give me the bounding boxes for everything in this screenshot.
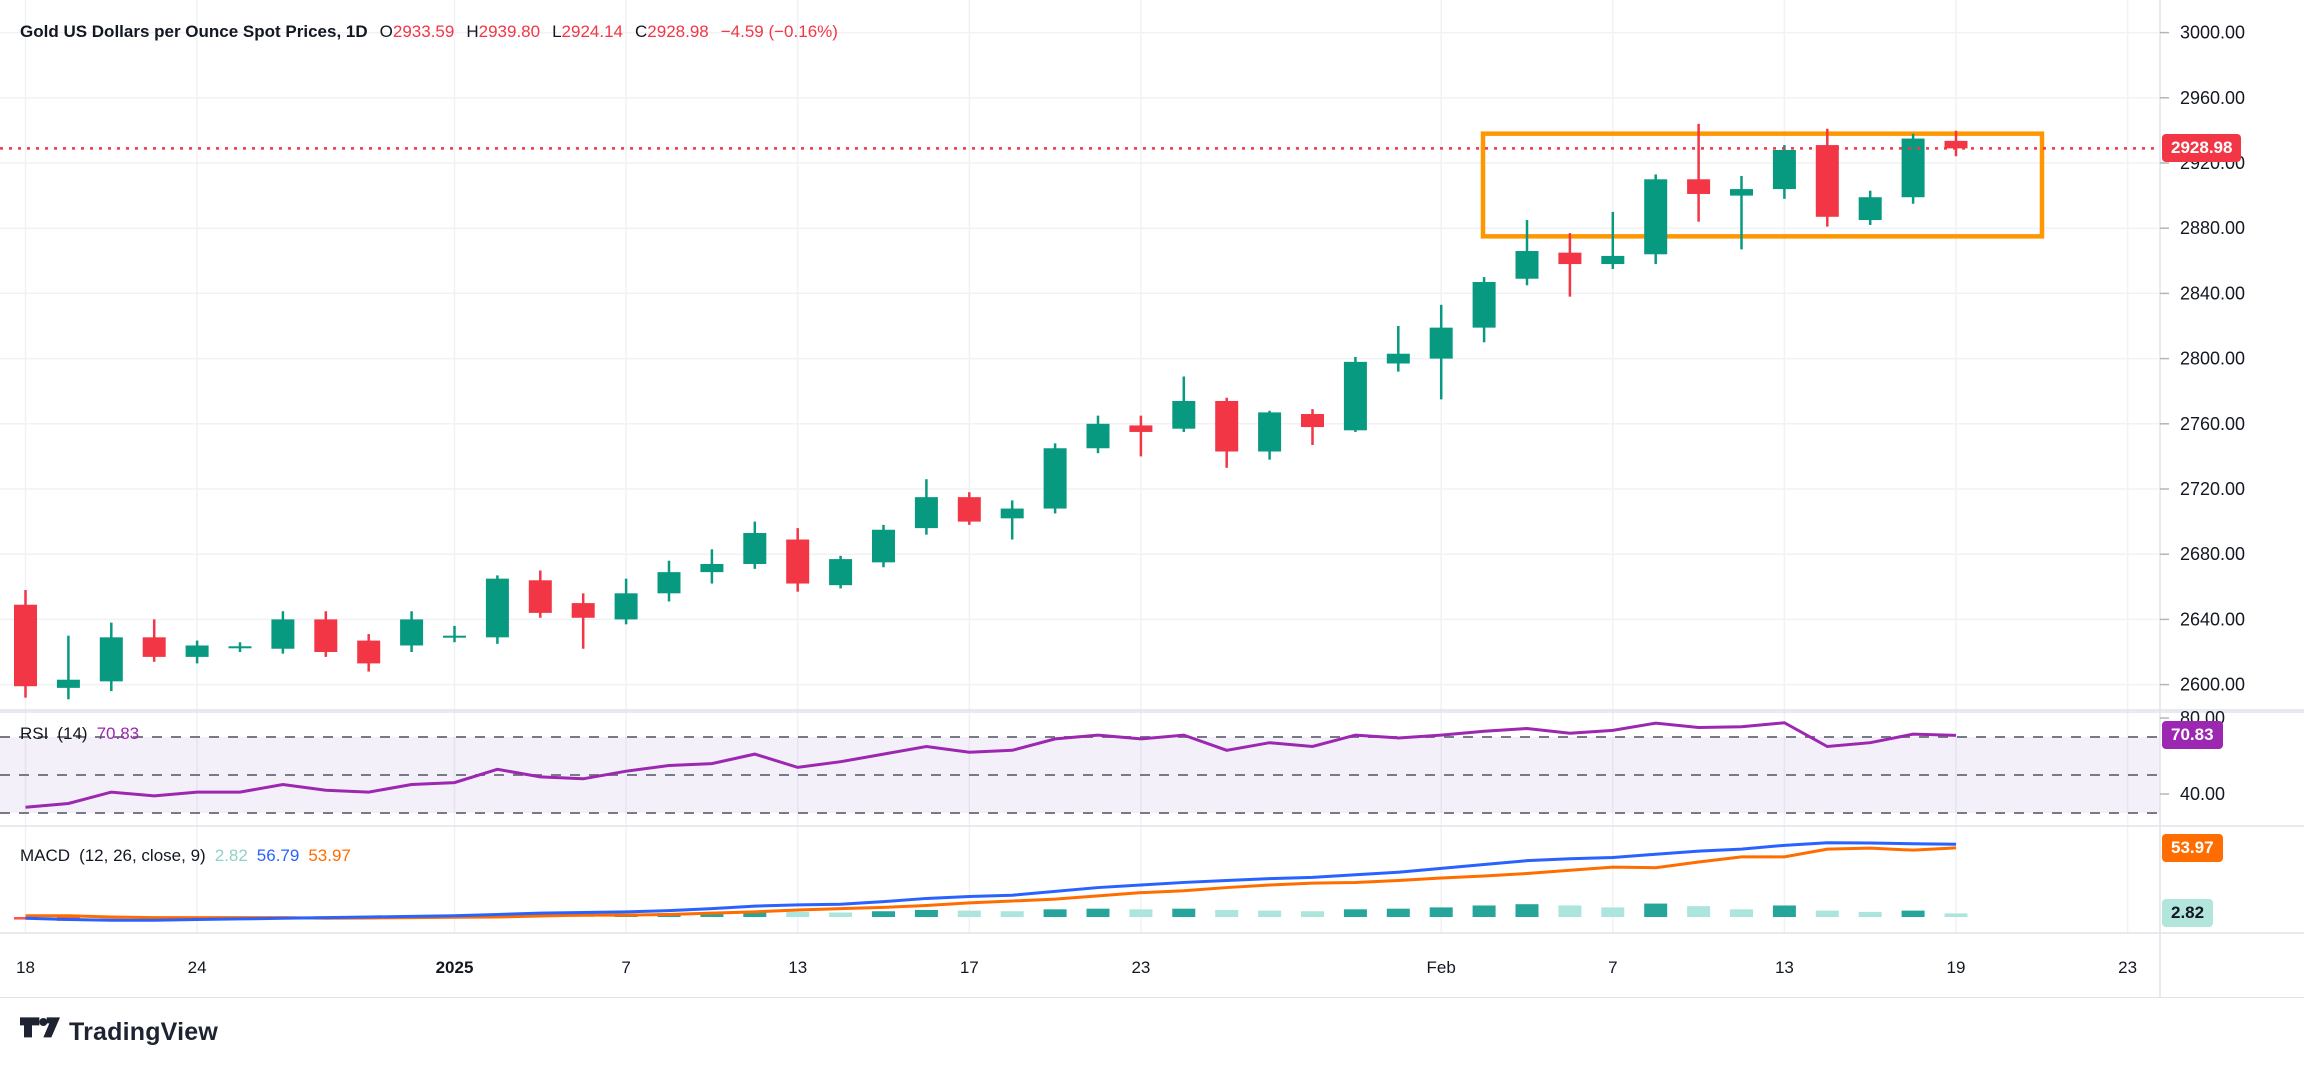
macd-signal-badge: 53.97 [2162,833,2223,862]
rsi-label: RSI [20,724,49,743]
svg-text:7: 7 [1608,958,1617,977]
svg-text:13: 13 [788,958,807,977]
rsi-value-badge: 70.83 [2162,721,2223,750]
svg-text:2840.00: 2840.00 [2180,283,2245,303]
highlight-box[interactable] [1480,131,2045,239]
macd-label: MACD [20,846,71,865]
macd-hist-value: 2.82 [214,846,248,865]
svg-text:2800.00: 2800.00 [2180,349,2245,369]
ohlc-low: L2924.14 [552,22,623,41]
svg-text:40.00: 40.00 [2180,784,2225,804]
macd-signal-value: 53.97 [308,846,351,865]
symbol-title: Gold US Dollars per Ounce Spot Prices, 1… [20,22,368,41]
svg-text:18: 18 [16,958,35,977]
rsi-band [0,737,2160,813]
macd-hist-badge: 2.82 [2162,899,2214,928]
macd-line-value: 56.79 [256,846,300,865]
svg-text:2600.00: 2600.00 [2180,675,2245,695]
price-axis[interactable]: 3000.002960.002920.002880.002840.002800.… [2160,23,2245,804]
time-axis[interactable]: 18 24 2025 7 13 17 23 Feb 7 13 19 23 [16,958,2137,977]
svg-text:2680.00: 2680.00 [2180,544,2245,564]
macd-line[interactable] [25,841,1957,922]
tradingview-wordmark: TradingView [69,1017,219,1046]
svg-text:2720.00: 2720.00 [2180,479,2245,499]
rsi-params: (14) [57,724,88,743]
macd-params: (12, 26, close, 9) [79,846,206,865]
last-price-badge: 2928.98 [2162,134,2242,163]
svg-text:2640.00: 2640.00 [2180,609,2245,629]
tradingview-mark-icon [20,1017,60,1038]
svg-text:19: 19 [1947,958,1966,977]
svg-text:2960.00: 2960.00 [2180,88,2245,108]
rsi-line[interactable] [25,721,1957,809]
svg-text:24: 24 [188,958,207,977]
ohlc-open: O2933.59 [379,22,455,41]
rsi-value: 70.83 [96,724,140,743]
svg-text:23: 23 [2118,958,2137,977]
svg-text:3000.00: 3000.00 [2180,23,2245,43]
svg-text:23: 23 [1131,958,1150,977]
symbol-legend[interactable]: Gold US Dollars per Ounce Spot Prices, 1… [20,22,838,42]
ohlc-close: C2928.98 [635,22,709,41]
candles-layer[interactable] [14,123,1968,700]
footer-bar: TradingView [0,997,2304,1066]
svg-text:Feb: Feb [1427,958,1456,977]
svg-text:2025: 2025 [436,958,474,977]
svg-text:7: 7 [621,958,630,977]
svg-text:13: 13 [1775,958,1794,977]
svg-text:17: 17 [960,958,979,977]
ohlc-high: H2939.80 [466,22,541,41]
svg-text:2760.00: 2760.00 [2180,414,2245,434]
rsi-legend[interactable]: RSI (14) 70.83 [20,724,139,744]
svg-text:2880.00: 2880.00 [2180,218,2245,238]
price-change: −4.59 (−0.16%) [720,22,838,41]
tradingview-logo[interactable]: TradingView [20,1017,218,1047]
macd-legend[interactable]: MACD (12, 26, close, 9) 2.82 56.79 53.97 [20,846,351,866]
